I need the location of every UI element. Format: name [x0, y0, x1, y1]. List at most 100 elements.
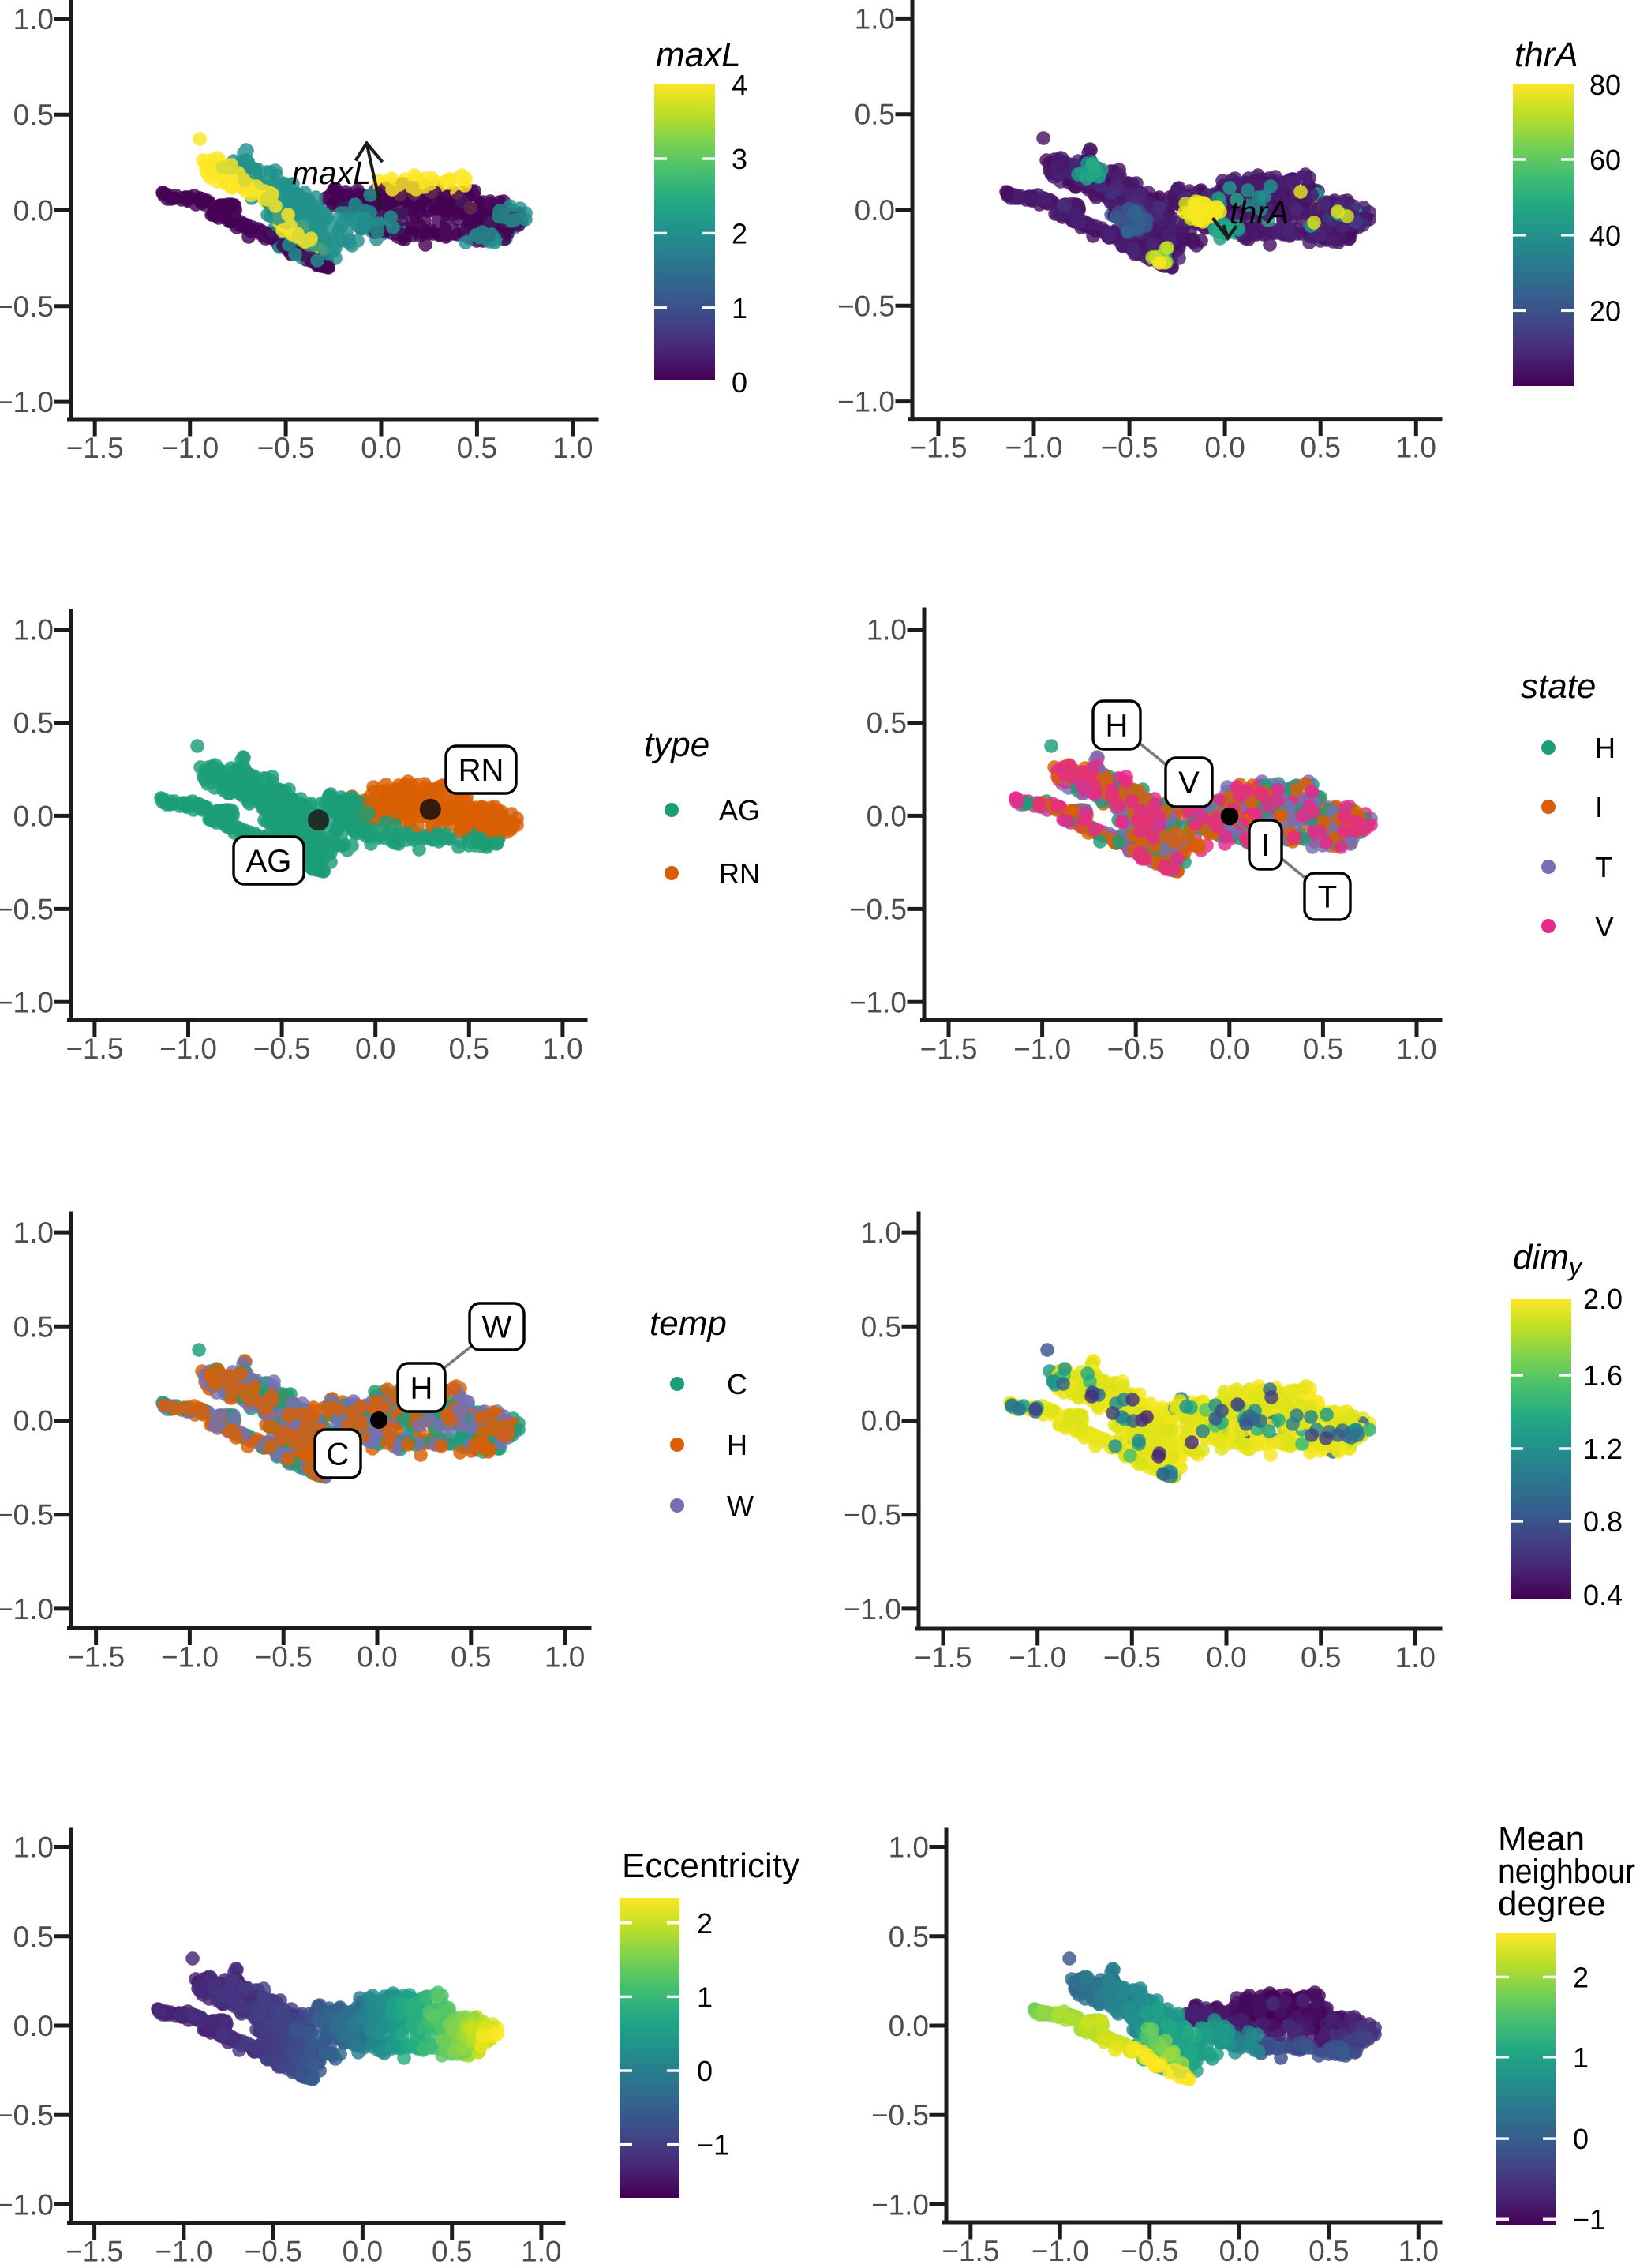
svg-text:0.8: 0.8 [1583, 1505, 1623, 1538]
svg-text:V: V [1595, 910, 1614, 943]
svg-text:0.0: 0.0 [13, 1405, 54, 1438]
svg-text:0.0: 0.0 [13, 2010, 54, 2042]
svg-text:0.0: 0.0 [13, 800, 54, 832]
svg-text:1.0: 1.0 [13, 614, 54, 647]
svg-text:−1.5: −1.5 [67, 1641, 125, 1674]
svg-text:0.5: 0.5 [432, 2236, 472, 2268]
svg-text:−0.5: −0.5 [1101, 432, 1159, 464]
svg-text:−0.5: −0.5 [0, 893, 54, 925]
svg-text:−1: −1 [697, 2129, 729, 2161]
svg-text:H: H [1595, 732, 1615, 764]
svg-text:Mean: Mean [1498, 1820, 1585, 1858]
svg-text:−0.5: −0.5 [1107, 1033, 1165, 1065]
svg-text:0.0: 0.0 [889, 2010, 929, 2042]
svg-text:0.0: 0.0 [1206, 1641, 1246, 1674]
svg-text:0.5: 0.5 [13, 99, 54, 131]
svg-text:I: I [1595, 791, 1603, 823]
svg-text:maxL: maxL [292, 155, 371, 191]
svg-text:0.5: 0.5 [889, 1921, 929, 1953]
svg-text:−1.5: −1.5 [66, 1033, 123, 1065]
svg-text:−0.5: −0.5 [0, 2099, 54, 2131]
svg-text:−1.0: −1.0 [1013, 1033, 1071, 1065]
svg-text:1: 1 [697, 1981, 713, 2013]
svg-text:0: 0 [1573, 2123, 1589, 2155]
svg-text:1.0: 1.0 [867, 614, 907, 647]
svg-text:−0.5: −0.5 [255, 1641, 313, 1674]
svg-text:T: T [1595, 851, 1612, 883]
svg-text:0.5: 0.5 [1301, 1641, 1341, 1674]
svg-text:thrA: thrA [1514, 36, 1578, 74]
svg-text:1.0: 1.0 [13, 3, 54, 36]
svg-text:RN: RN [459, 753, 504, 788]
svg-text:0.0: 0.0 [343, 2236, 383, 2268]
svg-text:AG: AG [246, 844, 292, 879]
svg-text:−1.0: −1.0 [0, 386, 54, 418]
svg-text:0.0: 0.0 [867, 800, 907, 832]
svg-text:3: 3 [732, 143, 747, 175]
svg-text:−1.0: −1.0 [844, 1593, 901, 1625]
svg-text:0.5: 0.5 [861, 1310, 901, 1343]
svg-text:1.0: 1.0 [1396, 1033, 1436, 1065]
svg-text:20: 20 [1589, 294, 1621, 327]
svg-text:1.6: 1.6 [1583, 1359, 1623, 1392]
svg-text:−1.5: −1.5 [919, 1033, 977, 1065]
svg-text:0: 0 [697, 2055, 713, 2087]
svg-text:−1.0: −1.0 [161, 432, 219, 464]
svg-text:C: C [727, 1368, 747, 1400]
svg-text:−0.5: −0.5 [1103, 1641, 1161, 1674]
svg-text:−1.0: −1.0 [871, 2189, 929, 2221]
svg-text:neighbour: neighbour [1498, 1852, 1635, 1891]
svg-text:0.0: 0.0 [1219, 2235, 1260, 2267]
svg-text:0.5: 0.5 [1308, 2235, 1349, 2267]
svg-text:−1.5: −1.5 [909, 432, 967, 464]
svg-text:−1.0: −1.0 [1009, 1641, 1066, 1674]
svg-text:1.0: 1.0 [545, 1641, 585, 1674]
svg-text:AG: AG [719, 794, 760, 827]
svg-text:1.0: 1.0 [542, 1033, 582, 1065]
svg-text:1.0: 1.0 [13, 1831, 54, 1864]
svg-text:0.5: 0.5 [13, 1310, 54, 1343]
svg-text:80: 80 [1589, 69, 1621, 101]
svg-text:0.0: 0.0 [855, 194, 895, 227]
svg-text:−1.0: −1.0 [0, 986, 54, 1018]
svg-text:1.0: 1.0 [889, 1831, 929, 1864]
svg-text:−1.0: −1.0 [161, 1641, 219, 1674]
svg-text:−0.5: −0.5 [0, 1499, 54, 1531]
svg-text:1.0: 1.0 [861, 1216, 901, 1249]
svg-text:−0.5: −0.5 [871, 2099, 929, 2131]
svg-text:−1: −1 [1573, 2203, 1605, 2236]
svg-text:W: W [482, 1310, 512, 1345]
svg-text:−1.5: −1.5 [914, 1641, 971, 1674]
svg-text:−1.5: −1.5 [942, 2235, 999, 2267]
svg-text:0: 0 [732, 366, 747, 399]
svg-text:1.0: 1.0 [521, 2236, 561, 2268]
svg-text:40: 40 [1589, 219, 1621, 252]
svg-text:−0.5: −0.5 [849, 893, 907, 925]
svg-text:0.0: 0.0 [13, 195, 54, 227]
svg-text:T: T [1318, 880, 1337, 915]
svg-text:0.0: 0.0 [361, 432, 401, 464]
svg-text:−0.5: −0.5 [253, 1033, 311, 1065]
svg-text:−0.5: −0.5 [844, 1499, 901, 1531]
svg-text:thrA: thrA [1230, 194, 1289, 231]
svg-text:0.5: 0.5 [457, 432, 497, 464]
svg-text:I: I [1261, 828, 1270, 863]
svg-text:−0.5: −0.5 [245, 2236, 302, 2268]
svg-text:−1.5: −1.5 [66, 432, 124, 464]
svg-text:0.0: 0.0 [1204, 432, 1245, 464]
svg-text:H: H [727, 1429, 747, 1461]
svg-text:0.5: 0.5 [13, 707, 54, 740]
svg-text:−0.5: −0.5 [837, 290, 895, 322]
svg-text:−0.5: −0.5 [0, 291, 54, 323]
svg-text:1.0: 1.0 [552, 432, 593, 464]
svg-text:1.0: 1.0 [1398, 2235, 1439, 2267]
svg-text:1: 1 [1573, 2041, 1589, 2074]
svg-text:−1.0: −1.0 [1005, 432, 1062, 464]
svg-text:temp: temp [650, 1304, 727, 1343]
svg-text:C: C [327, 1438, 350, 1472]
svg-text:−1.5: −1.5 [66, 2236, 123, 2268]
svg-text:−1.0: −1.0 [849, 986, 907, 1018]
svg-text:degree: degree [1498, 1884, 1606, 1923]
svg-text:0.5: 0.5 [13, 1921, 54, 1953]
svg-text:1.0: 1.0 [13, 1216, 54, 1249]
